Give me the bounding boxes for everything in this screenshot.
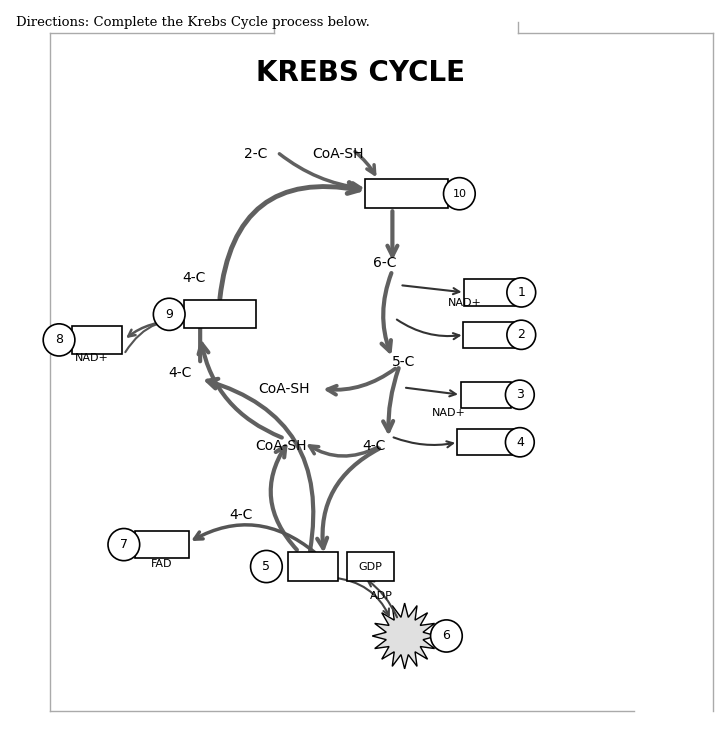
Circle shape: [43, 324, 75, 356]
Text: 3: 3: [516, 388, 523, 401]
Text: GDP: GDP: [359, 561, 383, 572]
Circle shape: [505, 428, 534, 457]
Text: 10: 10: [452, 189, 467, 199]
Polygon shape: [372, 603, 437, 669]
Text: 7: 7: [120, 538, 128, 551]
Text: 1: 1: [518, 286, 525, 299]
Text: 4: 4: [516, 436, 523, 449]
Circle shape: [444, 178, 475, 210]
Bar: [457, 429, 515, 455]
Bar: [135, 531, 189, 558]
Circle shape: [108, 529, 140, 561]
Bar: [463, 322, 517, 348]
Bar: [464, 279, 515, 306]
Text: 9: 9: [166, 308, 173, 321]
Text: CoA-SH: CoA-SH: [258, 382, 310, 396]
Text: 4-C: 4-C: [363, 439, 386, 453]
Circle shape: [251, 550, 282, 583]
Circle shape: [507, 320, 536, 349]
Text: CoA-SH: CoA-SH: [312, 146, 364, 161]
Text: NAD+: NAD+: [74, 353, 109, 363]
Circle shape: [505, 380, 534, 409]
Text: 4-C: 4-C: [168, 366, 192, 380]
Bar: [365, 179, 448, 208]
Text: 2-C: 2-C: [244, 146, 267, 161]
Bar: [184, 300, 256, 328]
Text: 5-C: 5-C: [392, 355, 415, 369]
Text: 4-C: 4-C: [230, 508, 253, 523]
Text: CoA-SH: CoA-SH: [255, 439, 307, 453]
Bar: [288, 552, 338, 581]
Circle shape: [431, 620, 462, 652]
Text: 6-C: 6-C: [374, 256, 397, 270]
Bar: [72, 326, 122, 354]
Text: KREBS CYCLE: KREBS CYCLE: [256, 59, 464, 87]
Text: 4-C: 4-C: [183, 270, 206, 285]
Bar: [461, 382, 511, 408]
Text: NAD+: NAD+: [431, 408, 466, 418]
Circle shape: [507, 278, 536, 307]
Text: ADP: ADP: [370, 591, 393, 601]
Text: Directions: Complete the Krebs Cycle process below.: Directions: Complete the Krebs Cycle pro…: [16, 16, 369, 29]
Text: FAD: FAD: [151, 559, 173, 569]
Bar: [348, 552, 395, 581]
Text: 2: 2: [518, 328, 525, 341]
Text: 5: 5: [262, 560, 271, 573]
Text: NAD+: NAD+: [447, 298, 482, 308]
Text: 6: 6: [443, 629, 450, 643]
Text: 8: 8: [55, 333, 63, 346]
Circle shape: [153, 298, 185, 330]
